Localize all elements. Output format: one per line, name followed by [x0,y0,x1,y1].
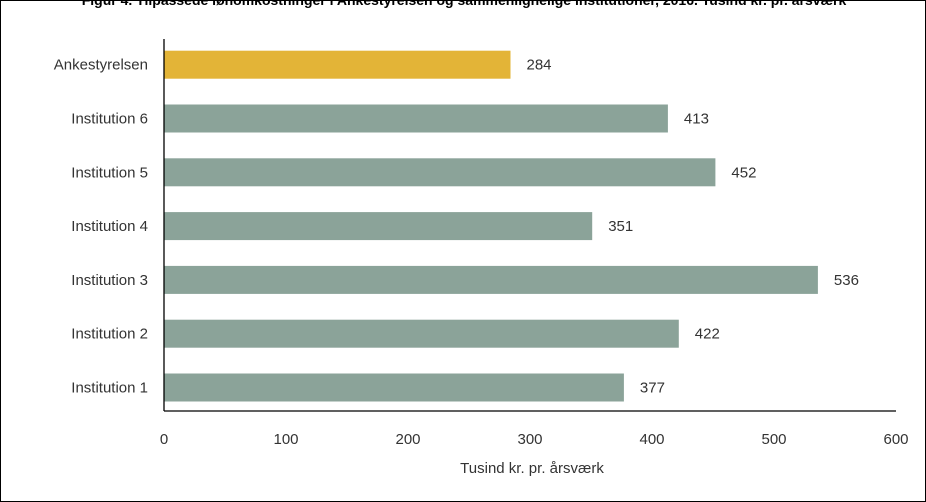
x-tick-label-300: 300 [517,431,542,448]
value-label-institution-4: 351 [608,218,633,235]
value-label-ankestyrelsen: 284 [527,57,552,74]
value-label-institution-1: 377 [640,380,665,397]
category-label-institution-6: Institution 6 [71,111,148,128]
bar-institution-4 [164,212,593,241]
x-tick-label-500: 500 [761,431,786,448]
bar-institution-5 [164,158,716,187]
value-label-institution-2: 422 [695,326,720,343]
bar-institution-6 [164,104,668,133]
value-label-institution-5: 452 [731,164,756,181]
x-tick-label-400: 400 [639,431,664,448]
bar-institution-1 [164,373,624,402]
category-labels-group: Institution 1 Institution 2 Institution 3 I… [54,57,148,397]
chart-title: Figur 4. Tilpassede lønomkostninger i An… [81,0,847,8]
category-label-institution-1: Institution 1 [71,380,148,397]
value-label-institution-3: 536 [834,272,859,289]
category-label-institution-2: Institution 2 [71,326,148,343]
x-tick-label-600: 600 [883,431,908,448]
x-axis-title: Tusind kr. pr. årsværk [460,460,604,477]
category-label-institution-4: Institution 4 [71,218,148,235]
x-tick-label-100: 100 [273,431,298,448]
category-label-ankestyrelsen: Ankestyrelsen [54,57,148,74]
category-label-institution-3: Institution 3 [71,272,148,289]
value-labels-group: 377 422 536 351 452 413 284 [527,57,859,397]
bar-institution-3 [164,265,818,294]
x-tick-label-0: 0 [160,431,168,448]
bar-ankestyrelsen [164,50,511,79]
category-label-institution-5: Institution 5 [71,164,148,181]
bars-group [164,50,818,402]
x-tick-labels-group: 0 100 200 300 400 500 600 [160,431,909,448]
value-label-institution-6: 413 [684,111,709,128]
x-tick-label-200: 200 [395,431,420,448]
bar-institution-2 [164,319,679,348]
